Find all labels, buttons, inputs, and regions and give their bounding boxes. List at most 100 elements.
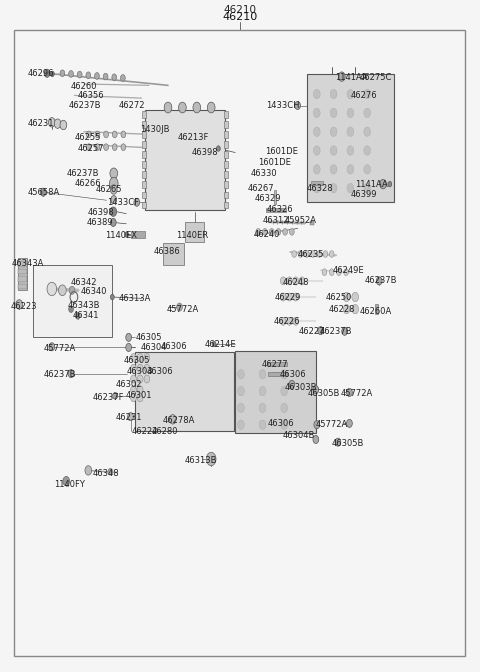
Circle shape	[238, 370, 244, 379]
Bar	[142, 202, 146, 208]
Circle shape	[330, 127, 337, 136]
Circle shape	[86, 72, 91, 79]
Circle shape	[126, 333, 132, 341]
Bar	[142, 161, 146, 168]
Circle shape	[125, 232, 129, 237]
Circle shape	[295, 101, 300, 110]
Bar	[224, 151, 228, 158]
Bar	[274, 190, 276, 204]
Text: 1140FY: 1140FY	[54, 480, 84, 489]
Circle shape	[364, 108, 371, 118]
Circle shape	[313, 386, 319, 394]
Bar	[142, 111, 146, 118]
Circle shape	[86, 144, 91, 151]
Text: 46240: 46240	[253, 230, 280, 239]
Bar	[224, 202, 228, 208]
Circle shape	[137, 353, 143, 362]
Circle shape	[313, 89, 320, 99]
Circle shape	[137, 386, 143, 394]
Text: 46399: 46399	[350, 190, 377, 200]
Circle shape	[110, 207, 117, 216]
Circle shape	[44, 69, 50, 77]
Bar	[224, 192, 228, 198]
Bar	[18, 258, 27, 290]
Circle shape	[109, 177, 118, 190]
Bar	[235, 351, 316, 433]
Circle shape	[347, 419, 352, 427]
Text: 46210: 46210	[222, 11, 258, 22]
Text: 1141AA: 1141AA	[355, 179, 388, 189]
Circle shape	[281, 403, 288, 413]
Circle shape	[364, 146, 371, 155]
Circle shape	[293, 317, 299, 325]
Circle shape	[364, 89, 371, 99]
Circle shape	[54, 119, 61, 128]
Circle shape	[216, 146, 220, 151]
Circle shape	[104, 144, 108, 151]
Circle shape	[335, 438, 341, 446]
Text: 45658A: 45658A	[28, 187, 60, 197]
Circle shape	[121, 131, 126, 138]
Text: 46250: 46250	[325, 292, 352, 302]
Text: 46226: 46226	[274, 317, 300, 326]
Text: 46272: 46272	[119, 101, 145, 110]
Circle shape	[347, 89, 354, 99]
Circle shape	[343, 304, 350, 314]
Circle shape	[48, 118, 55, 127]
Text: 46278A: 46278A	[162, 416, 194, 425]
Circle shape	[16, 300, 23, 309]
Circle shape	[322, 269, 327, 276]
Text: 46328: 46328	[306, 183, 333, 193]
Circle shape	[364, 127, 371, 136]
Bar	[224, 111, 228, 118]
Circle shape	[330, 89, 337, 99]
Text: 46306: 46306	[268, 419, 294, 428]
Text: 46231: 46231	[115, 413, 142, 423]
Circle shape	[110, 185, 117, 194]
Text: 46260: 46260	[71, 81, 97, 91]
Circle shape	[95, 131, 100, 138]
Circle shape	[329, 251, 334, 257]
Text: 46305: 46305	[135, 333, 162, 342]
Circle shape	[376, 277, 382, 285]
Text: 46214E: 46214E	[204, 339, 236, 349]
Text: 46306: 46306	[146, 367, 173, 376]
Bar	[224, 141, 228, 148]
Bar	[224, 121, 228, 128]
Circle shape	[317, 251, 322, 257]
Circle shape	[95, 73, 99, 79]
Text: 46305: 46305	[124, 356, 150, 366]
Circle shape	[63, 476, 70, 486]
Bar	[142, 181, 146, 188]
Text: 46237B: 46237B	[66, 169, 99, 178]
Text: 46210: 46210	[224, 5, 256, 15]
Circle shape	[380, 179, 386, 189]
Circle shape	[283, 228, 288, 235]
Circle shape	[85, 466, 92, 475]
Circle shape	[287, 317, 292, 325]
Circle shape	[110, 168, 118, 179]
Circle shape	[280, 293, 286, 301]
Bar	[268, 372, 287, 376]
Bar	[142, 121, 146, 128]
Circle shape	[344, 269, 348, 276]
Circle shape	[49, 343, 55, 351]
Circle shape	[238, 420, 244, 429]
Text: 46235: 46235	[298, 249, 324, 259]
Circle shape	[134, 198, 140, 206]
Circle shape	[289, 228, 294, 235]
Circle shape	[164, 102, 172, 113]
Text: 45772A: 45772A	[316, 420, 348, 429]
Circle shape	[336, 269, 341, 276]
Circle shape	[177, 303, 182, 311]
Text: 1140EX: 1140EX	[105, 230, 137, 240]
Circle shape	[144, 353, 150, 362]
Circle shape	[313, 435, 319, 444]
Circle shape	[313, 108, 320, 118]
Bar	[142, 192, 146, 198]
Circle shape	[238, 386, 244, 396]
Circle shape	[137, 364, 143, 372]
Text: 46222: 46222	[132, 427, 158, 436]
Text: 46343B: 46343B	[67, 300, 100, 310]
Circle shape	[169, 415, 176, 424]
